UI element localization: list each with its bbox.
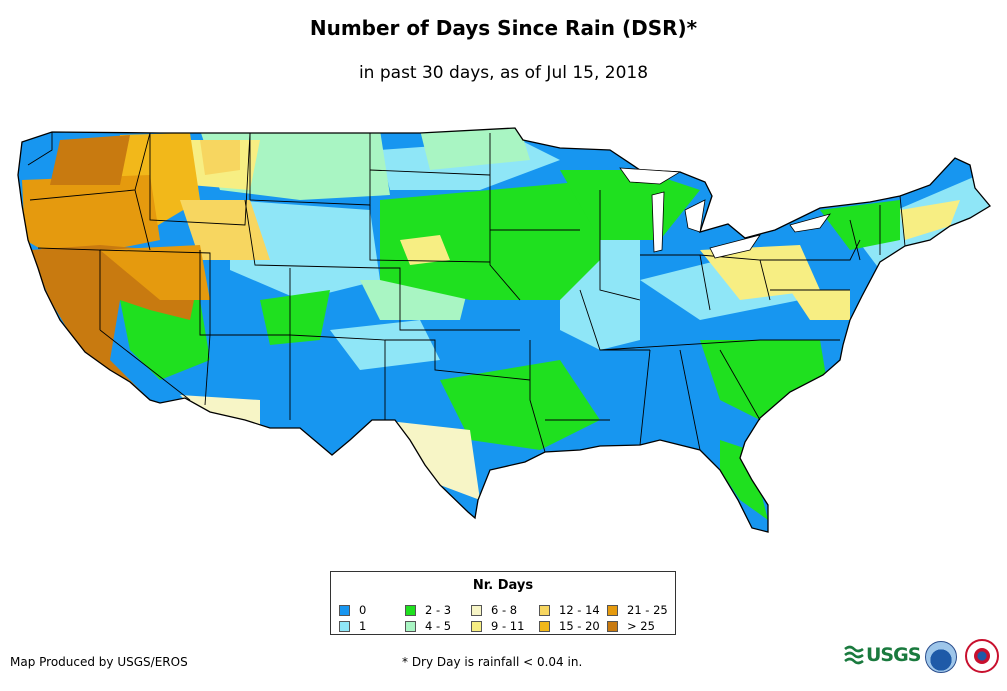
legend-item: > 25 <box>607 618 673 634</box>
legend-swatch <box>339 620 350 632</box>
credit-text: Map Produced by USGS/EROS <box>10 655 188 669</box>
legend-item: 4 - 5 <box>405 618 471 634</box>
agency-logos: USGS <box>842 638 1002 678</box>
legend-item: 21 - 25 <box>607 602 673 618</box>
legend-item: 15 - 20 <box>539 618 607 634</box>
usgs-logo: USGS <box>844 644 921 666</box>
legend-label: 15 - 20 <box>559 619 600 633</box>
map-title: Number of Days Since Rain (DSR)* <box>309 16 698 40</box>
legend-label: 12 - 14 <box>559 603 600 617</box>
legend-swatch <box>539 620 550 632</box>
legend-label: 1 <box>359 619 367 633</box>
legend-swatch <box>471 620 482 632</box>
legend-item: 9 - 11 <box>471 618 539 634</box>
legend-swatch <box>339 604 350 616</box>
legend-swatch <box>405 604 416 616</box>
legend: Nr. Days 0 2 - 3 6 - 8 12 - 14 21 - 25 1 4 - 5… <box>330 571 676 635</box>
legend-item: 1 <box>339 618 405 634</box>
legend-item: 2 - 3 <box>405 602 471 618</box>
legend-swatch <box>471 604 482 616</box>
footnote-text: * Dry Day is rainfall < 0.04 in. <box>402 655 583 669</box>
legend-swatch <box>539 604 550 616</box>
legend-label: 0 <box>359 603 367 617</box>
legend-swatch <box>607 604 618 616</box>
legend-items: 0 2 - 3 6 - 8 12 - 14 21 - 25 1 4 - 5 9 - 11 15 … <box>339 602 673 634</box>
legend-swatch <box>607 620 618 632</box>
noaa-logo <box>925 641 957 673</box>
legend-label: > 25 <box>627 619 655 633</box>
usgs-wave-icon <box>844 645 864 665</box>
legend-item: 0 <box>339 602 405 618</box>
legend-label: 4 - 5 <box>425 619 452 633</box>
legend-item: 6 - 8 <box>471 602 539 618</box>
legend-title: Nr. Days <box>472 578 534 593</box>
legend-label: 21 - 25 <box>627 603 668 617</box>
legend-label: 2 - 3 <box>425 603 452 617</box>
nws-logo <box>965 639 999 673</box>
map-subtitle: in past 30 days, as of Jul 15, 2018 <box>358 63 649 83</box>
legend-label: 9 - 11 <box>491 619 525 633</box>
legend-label: 6 - 8 <box>491 603 518 617</box>
legend-swatch <box>405 620 416 632</box>
usgs-wordmark: USGS <box>866 644 921 666</box>
legend-item: 12 - 14 <box>539 602 607 618</box>
